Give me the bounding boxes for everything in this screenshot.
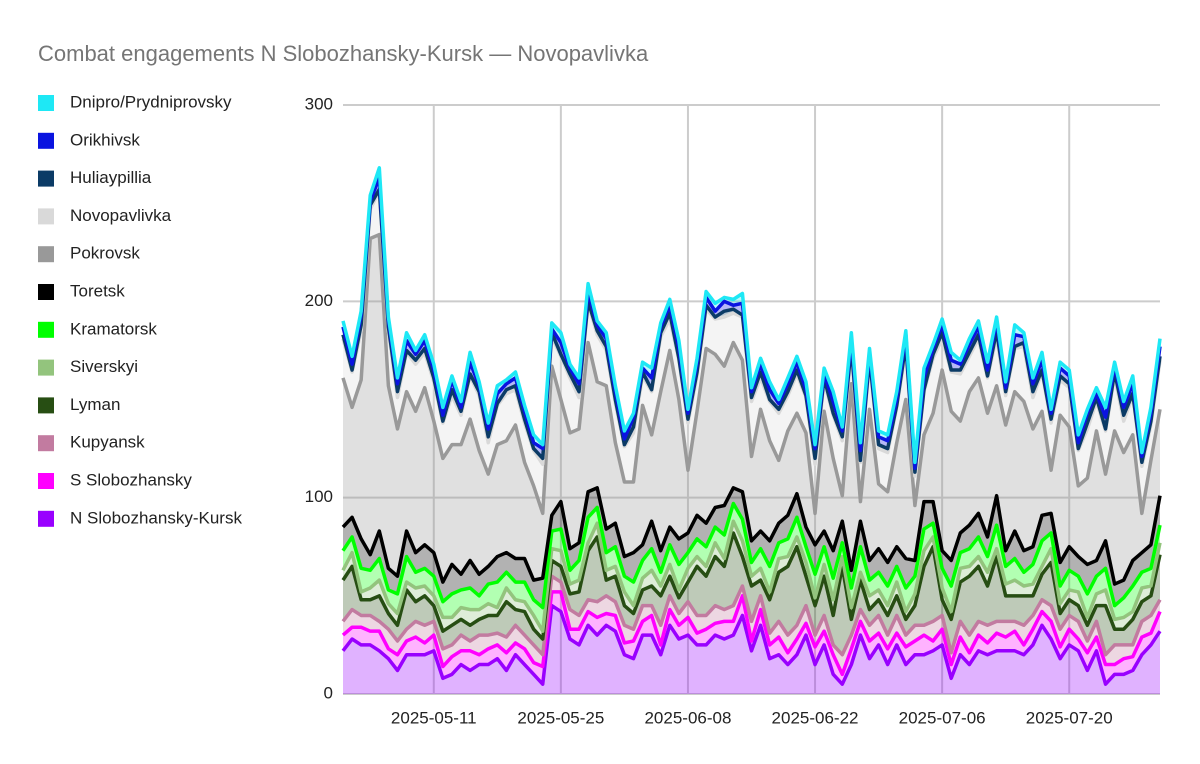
legend-swatch — [38, 132, 54, 149]
lines — [341, 166, 1162, 686]
legend-swatch — [38, 208, 54, 225]
legend-swatch — [38, 510, 54, 527]
legend-label: N Slobozhansky-Kursk — [70, 508, 242, 527]
legend-swatch — [38, 397, 54, 414]
series-line — [341, 486, 1162, 586]
series-line — [341, 590, 1162, 677]
x-tick-label: 2025-06-08 — [644, 708, 731, 727]
series-line — [341, 574, 1162, 657]
legend-swatch — [38, 95, 54, 111]
series-line — [341, 166, 1162, 465]
x-tick-label: 2025-05-11 — [391, 708, 477, 727]
x-tick-label: 2025-07-20 — [1026, 708, 1113, 727]
area-fill — [343, 487, 1160, 608]
x-tick-label: 2025-05-25 — [517, 708, 604, 727]
series-line — [341, 603, 1162, 686]
x-tick-label: 2025-07-06 — [899, 708, 986, 727]
area-fill — [343, 503, 1160, 632]
y-tick-label: 300 — [305, 94, 333, 113]
legend-swatch — [38, 473, 54, 489]
y-tick-label: 200 — [305, 291, 333, 310]
series-line — [341, 232, 1162, 516]
legend-label: Dnipro/Prydniprovsky — [70, 92, 232, 111]
legend-label: Lyman — [70, 395, 120, 414]
legend-label: Pokrovsk — [70, 244, 140, 263]
area-fill — [343, 605, 1160, 694]
legend-label: Huliaypillia — [70, 168, 152, 187]
series-line — [341, 501, 1162, 610]
area-fill — [343, 533, 1160, 655]
chart-title: Combat engagements N Slobozhansky-Kursk … — [38, 41, 649, 66]
series-line — [341, 531, 1162, 641]
legend-swatch — [38, 284, 54, 300]
area-fill — [343, 234, 1160, 585]
legend-label: Toretsk — [70, 281, 125, 300]
legend-swatch — [38, 321, 54, 338]
legend-label: S Slobozhansky — [70, 470, 192, 489]
legend-swatch — [38, 359, 54, 376]
series-line — [341, 519, 1162, 633]
legend-label: Orikhivsk — [70, 130, 140, 149]
y-tick-label: 100 — [305, 487, 333, 506]
x-tick-label: 2025-06-22 — [772, 708, 859, 727]
y-tick-label: 0 — [324, 683, 333, 702]
legend-swatch — [38, 170, 54, 187]
area-fill — [343, 591, 1160, 685]
labels: 0 100 200 300 2025-05-11 2025-05-25 2025-06-08… — [38, 92, 1113, 727]
legend-label: Novopavlivka — [70, 206, 172, 225]
legend-swatch — [38, 246, 54, 263]
legend-label: Siverskyi — [70, 357, 138, 376]
legend-label: Kramatorsk — [70, 319, 157, 338]
legend-swatch — [38, 435, 54, 452]
legend-label: Kupyansk — [70, 433, 145, 452]
